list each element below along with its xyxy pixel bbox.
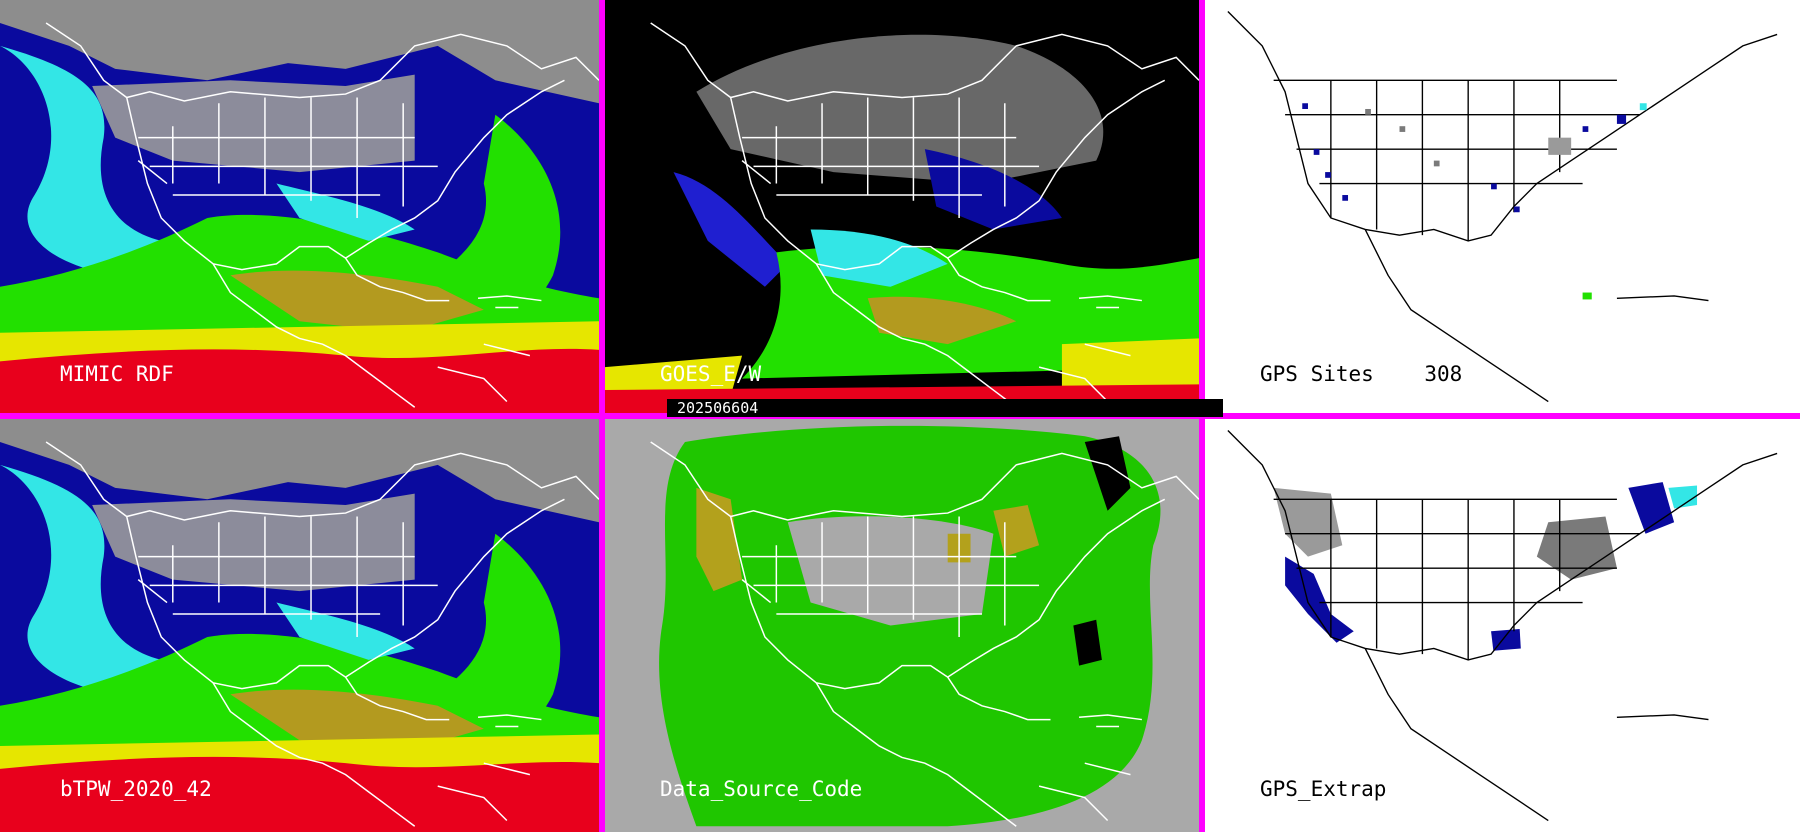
data-source-label: Data_Source_Code (660, 777, 863, 801)
panel-mimic-rdf: MIMIC RDF (0, 0, 599, 413)
gps-site-markers (1302, 103, 1647, 300)
goes-map (605, 0, 1199, 413)
panel-gps-extrap: GPS_Extrap (1205, 419, 1800, 832)
gps-extrap-label: GPS_Extrap (1260, 777, 1387, 801)
gps-sites-label: GPS Sites 308 (1260, 362, 1463, 386)
mimic-rdf-map (0, 0, 599, 413)
gps-sites-map (1205, 0, 1800, 413)
panel-btpw: bTPW_2020_42 (0, 419, 599, 832)
btpw-label: bTPW_2020_42 (60, 777, 212, 801)
data-source-map (605, 419, 1199, 832)
panel-data-source: Data_Source_Code (605, 419, 1199, 832)
mimic-rdf-label: MIMIC RDF (60, 362, 174, 386)
gps-sites-count: 308 (1424, 362, 1463, 386)
panel-goes: GOES_E/W (605, 0, 1199, 413)
goes-label: GOES_E/W (660, 362, 762, 386)
gps-extrap-map (1205, 419, 1800, 832)
btpw-map (0, 419, 599, 832)
panel-gps-sites: GPS Sites 308 (1205, 0, 1800, 413)
timestamp-bar: 202506604 (667, 399, 1223, 417)
